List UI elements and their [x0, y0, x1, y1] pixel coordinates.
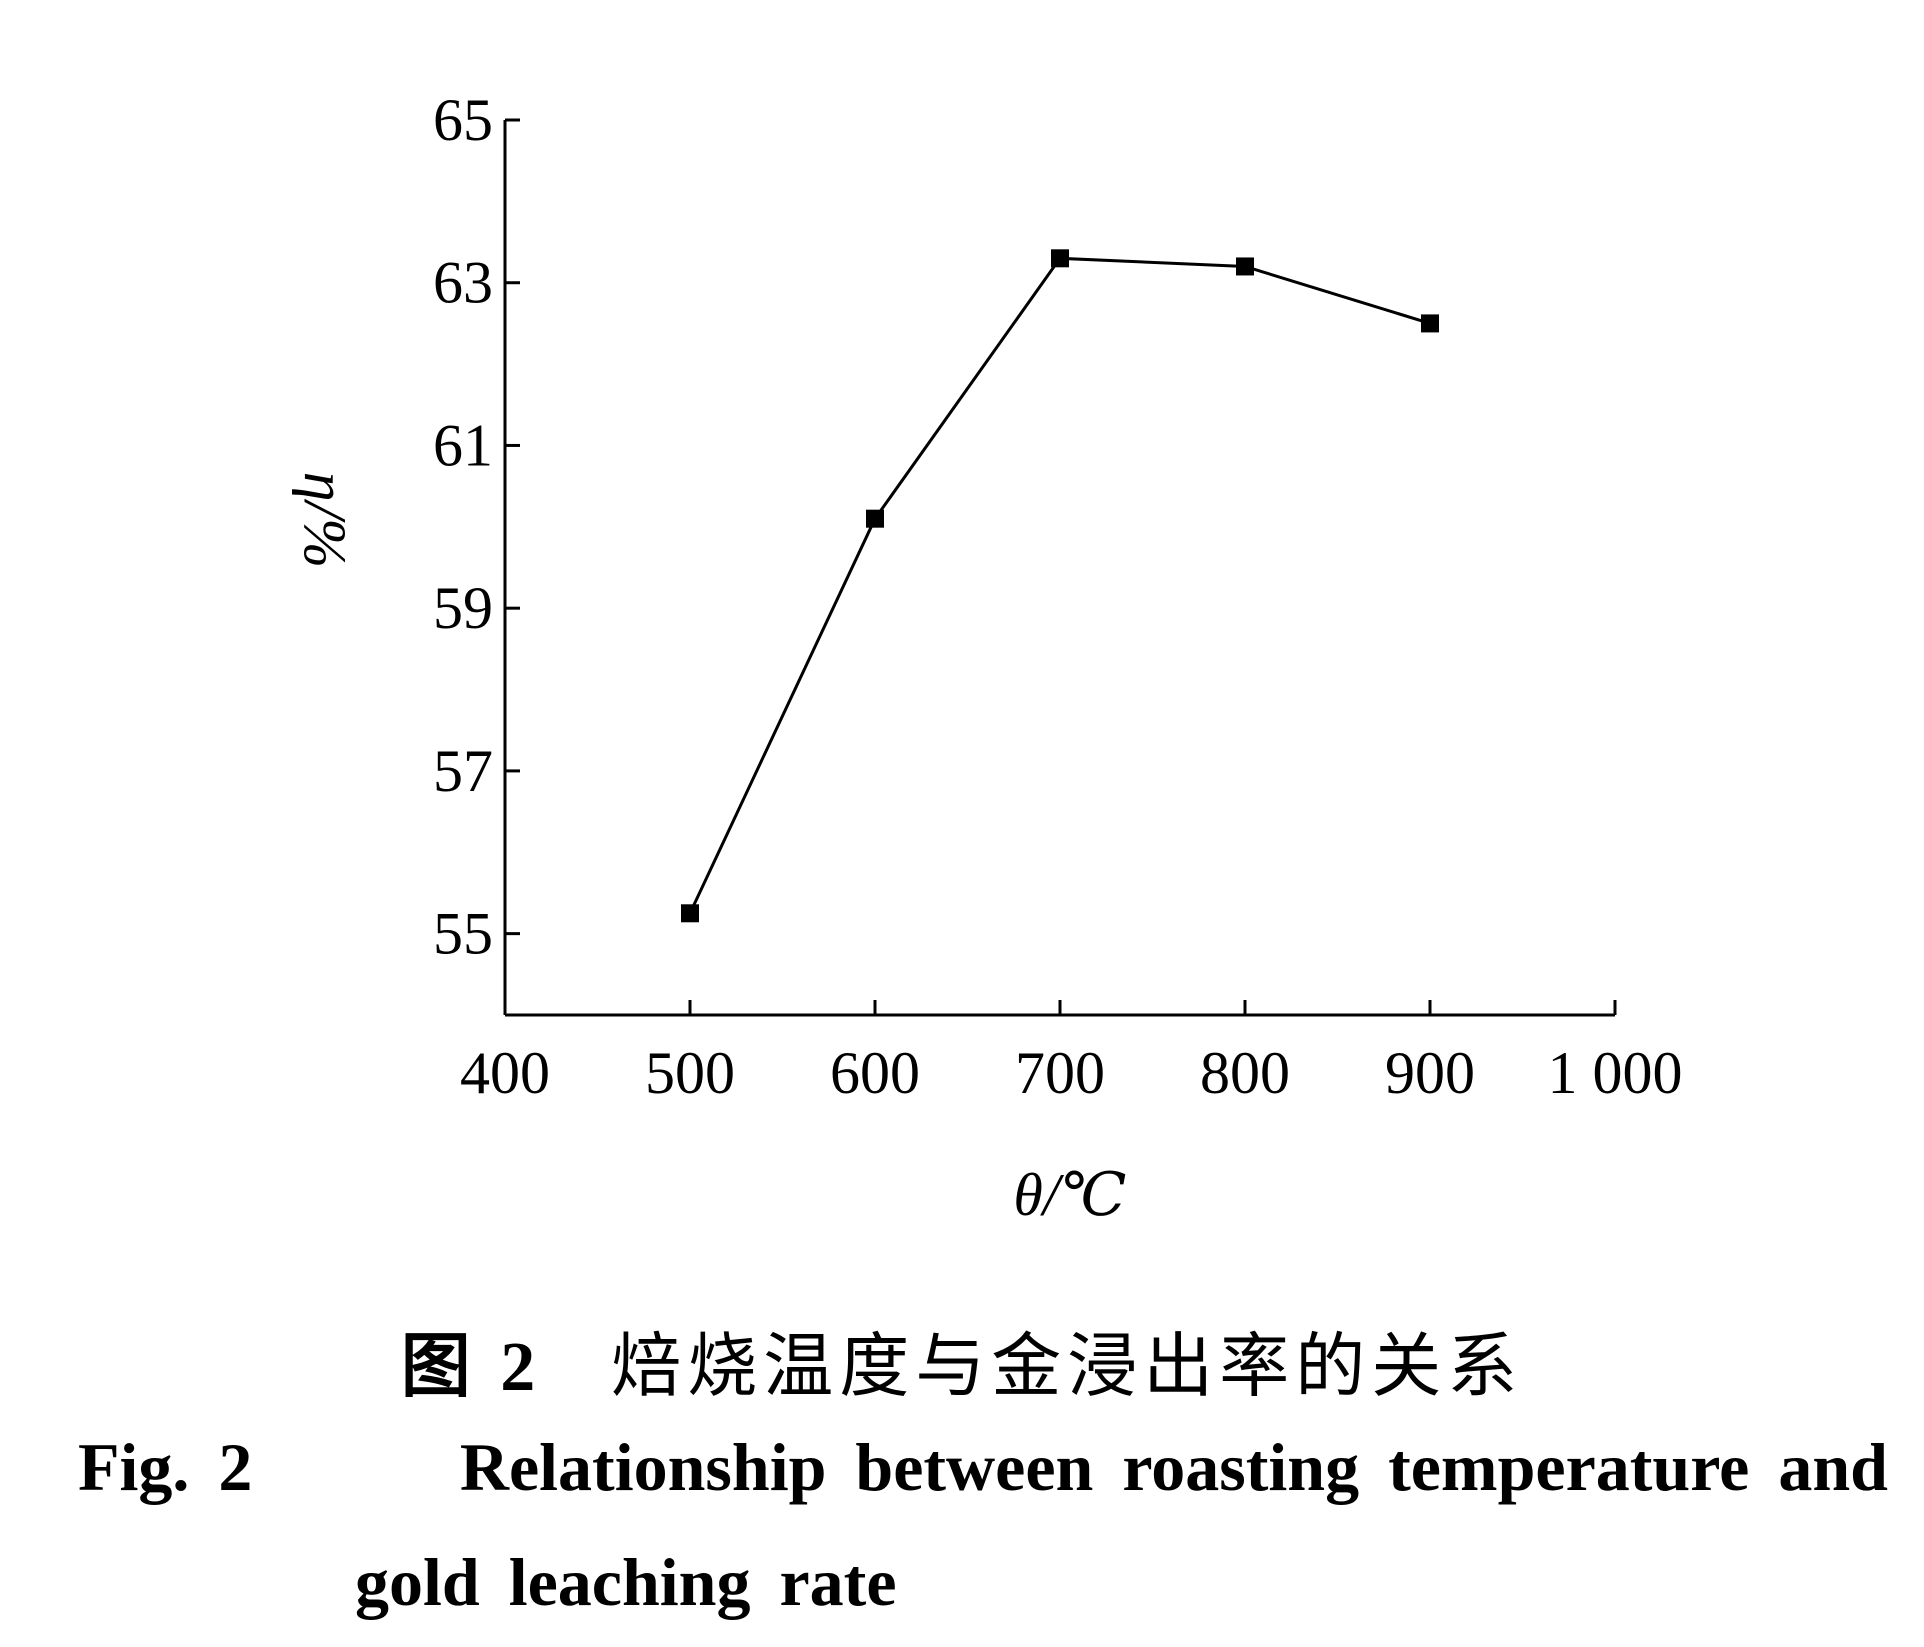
x-tick-label: 600: [830, 1040, 920, 1106]
x-ticks: 400 500 600 700 800 900 1 000: [460, 1000, 1683, 1106]
y-tick-label: 61: [433, 412, 493, 478]
y-tick-label: 65: [433, 87, 493, 153]
data-point-marker: [1051, 249, 1069, 268]
line-chart: 55 57 59 61 63 65 400 500 600 700 800 900 1 000 η/%…: [292, 87, 1683, 1228]
caption-chinese-text: 焙烧温度与金浸出率的关系: [611, 1325, 1524, 1407]
x-tick-label: 900: [1385, 1040, 1475, 1106]
y-tick-label: 63: [433, 250, 493, 316]
x-tick-label: 500: [645, 1040, 735, 1106]
data-point-marker: [681, 904, 699, 923]
caption-chinese-label: 图 2: [400, 1329, 542, 1406]
data-point-marker: [1236, 257, 1254, 276]
caption-english-line-1: Fig. 2 Relationship between roasting tem…: [78, 1428, 1888, 1507]
x-tick-label: 400: [460, 1040, 550, 1106]
caption-english-text-line-1: Relationship between roasting temperatur…: [459, 1429, 1888, 1505]
x-tick-label: 1 000: [1548, 1040, 1683, 1106]
x-tick-label: 700: [1015, 1040, 1105, 1106]
x-axis-title: θ/℃: [1013, 1162, 1126, 1228]
caption-english-line-2: gold leaching rate: [355, 1544, 897, 1620]
caption-english-label: Fig. 2: [78, 1429, 253, 1505]
caption-chinese: 图 2 焙烧温度与金浸出率的关系: [0, 1310, 1924, 1411]
y-ticks: 55 57 59 61 63 65: [433, 87, 520, 967]
y-tick-label: 57: [433, 738, 493, 804]
y-tick-label: 59: [433, 575, 493, 641]
y-axis-title: η/%: [292, 472, 358, 568]
series-line: [688, 256, 1431, 914]
series: [681, 249, 1439, 923]
y-tick-label: 55: [433, 901, 493, 967]
x-tick-label: 800: [1200, 1040, 1290, 1106]
data-point-marker: [1421, 314, 1439, 333]
data-point-marker: [866, 509, 884, 528]
